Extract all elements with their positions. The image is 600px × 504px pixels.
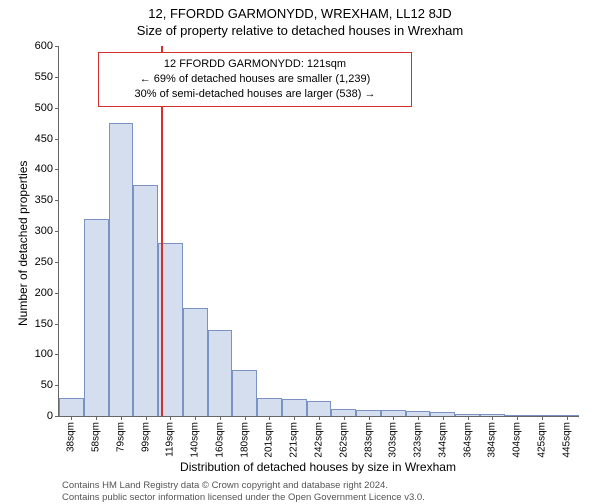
y-tick-label: 100: [19, 348, 53, 360]
histogram-bar: [133, 185, 158, 416]
reference-callout: 12 FFORDD GARMONYDD: 121sqm ← 69% of det…: [98, 52, 412, 107]
y-tick-mark: [55, 354, 59, 355]
histogram-bar: [109, 123, 134, 416]
x-tick-mark: [319, 416, 320, 420]
histogram-bar: [208, 330, 233, 416]
x-tick-mark: [542, 416, 543, 420]
x-tick-mark: [195, 416, 196, 420]
x-tick-mark: [269, 416, 270, 420]
x-tick-label: 425sqm: [536, 422, 547, 458]
x-tick-mark: [96, 416, 97, 420]
x-tick-label: 79sqm: [115, 422, 126, 452]
x-tick-mark: [517, 416, 518, 420]
x-tick-label: 160sqm: [214, 422, 225, 458]
x-tick-mark: [170, 416, 171, 420]
histogram-bar: [307, 401, 332, 416]
x-tick-label: 303sqm: [388, 422, 399, 458]
histogram-bar: [232, 370, 257, 416]
y-tick-mark: [55, 200, 59, 201]
x-tick-mark: [443, 416, 444, 420]
y-tick-mark: [55, 169, 59, 170]
x-tick-mark: [294, 416, 295, 420]
x-tick-mark: [344, 416, 345, 420]
x-tick-mark: [468, 416, 469, 420]
y-tick-label: 450: [19, 133, 53, 145]
x-tick-label: 404sqm: [512, 422, 523, 458]
callout-line2: ← 69% of detached houses are smaller (1,…: [107, 72, 403, 87]
y-tick-label: 0: [19, 410, 53, 422]
credits: Contains HM Land Registry data © Crown c…: [62, 480, 425, 504]
chart-container: 05010015020025030035040045050055060038sq…: [58, 46, 578, 416]
x-tick-label: 283sqm: [363, 422, 374, 458]
callout-line3: 30% of semi-detached houses are larger (…: [107, 87, 403, 102]
histogram-bar: [257, 398, 282, 417]
x-tick-mark: [567, 416, 568, 420]
page-title-line2: Size of property relative to detached ho…: [0, 21, 600, 38]
x-tick-mark: [245, 416, 246, 420]
x-tick-label: 262sqm: [338, 422, 349, 458]
y-tick-mark: [55, 77, 59, 78]
x-tick-label: 323sqm: [413, 422, 424, 458]
y-tick-mark: [55, 108, 59, 109]
y-tick-mark: [55, 385, 59, 386]
x-axis-label: Distribution of detached houses by size …: [58, 460, 578, 474]
x-tick-mark: [146, 416, 147, 420]
x-tick-label: 344sqm: [437, 422, 448, 458]
x-tick-label: 58sqm: [91, 422, 102, 452]
callout-line1: 12 FFORDD GARMONYDD: 121sqm: [107, 57, 403, 72]
y-axis-label: Number of detached properties: [16, 161, 30, 326]
x-tick-mark: [121, 416, 122, 420]
x-tick-label: 140sqm: [190, 422, 201, 458]
histogram-bar: [282, 399, 307, 416]
y-tick-label: 550: [19, 71, 53, 83]
credits-line2: Contains public sector information licen…: [62, 492, 425, 504]
x-tick-mark: [220, 416, 221, 420]
x-tick-label: 99sqm: [140, 422, 151, 452]
credits-line1: Contains HM Land Registry data © Crown c…: [62, 480, 425, 492]
x-tick-label: 119sqm: [165, 422, 176, 457]
x-tick-label: 221sqm: [289, 422, 300, 458]
y-tick-label: 500: [19, 102, 53, 114]
x-tick-label: 201sqm: [264, 422, 275, 458]
histogram-bar: [59, 398, 84, 417]
y-tick-mark: [55, 324, 59, 325]
y-tick-mark: [55, 139, 59, 140]
histogram-bar: [183, 308, 208, 416]
y-tick-mark: [55, 416, 59, 417]
x-tick-label: 242sqm: [314, 422, 325, 458]
y-tick-label: 600: [19, 40, 53, 52]
y-tick-mark: [55, 293, 59, 294]
y-tick-label: 50: [19, 379, 53, 391]
y-tick-mark: [55, 46, 59, 47]
y-tick-mark: [55, 231, 59, 232]
y-tick-mark: [55, 262, 59, 263]
x-tick-label: 445sqm: [561, 422, 572, 458]
x-tick-label: 38sqm: [66, 422, 77, 452]
histogram-bar: [84, 219, 109, 416]
histogram-bar: [331, 409, 356, 416]
page-title-line1: 12, FFORDD GARMONYDD, WREXHAM, LL12 8JD: [0, 0, 600, 21]
x-tick-label: 384sqm: [487, 422, 498, 458]
x-tick-mark: [369, 416, 370, 420]
x-tick-mark: [492, 416, 493, 420]
x-tick-mark: [418, 416, 419, 420]
x-tick-label: 180sqm: [239, 422, 250, 458]
x-tick-mark: [393, 416, 394, 420]
x-tick-label: 364sqm: [462, 422, 473, 458]
x-tick-mark: [71, 416, 72, 420]
